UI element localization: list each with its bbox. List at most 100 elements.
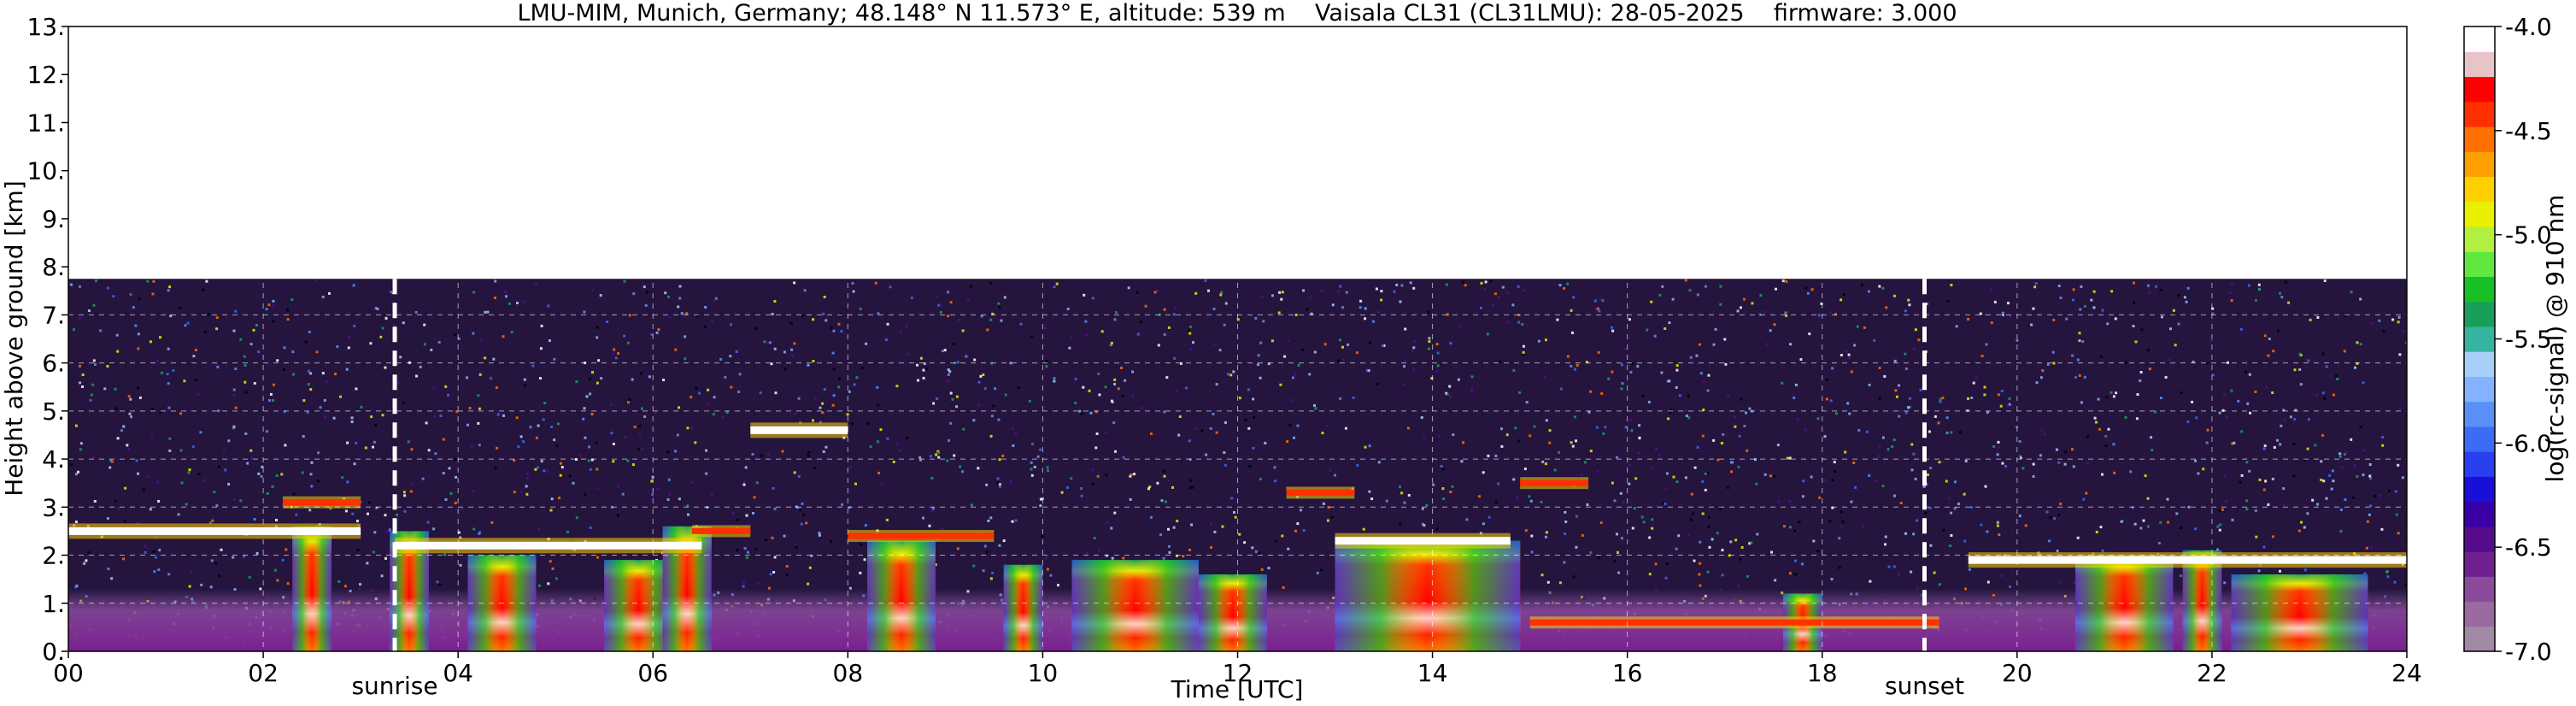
noise-pixel xyxy=(156,360,159,363)
noise-pixel xyxy=(153,570,156,574)
noise-pixel xyxy=(1720,442,1723,444)
noise-pixel xyxy=(2309,318,2312,321)
noise-pixel xyxy=(1737,465,1740,468)
noise-pixel xyxy=(477,394,480,397)
noise-pixel xyxy=(2257,283,2261,286)
noise-pixel xyxy=(2223,581,2227,585)
noise-pixel xyxy=(1594,308,1598,310)
noise-pixel xyxy=(1953,507,1957,510)
noise-pixel xyxy=(1949,544,1952,548)
noise-pixel xyxy=(243,355,246,358)
noise-pixel xyxy=(2225,415,2228,418)
noise-pixel xyxy=(2074,376,2077,379)
noise-pixel xyxy=(1564,532,1567,535)
noise-pixel xyxy=(1593,299,1597,303)
noise-pixel xyxy=(347,336,350,338)
noise-pixel xyxy=(1769,329,1772,332)
noise-pixel xyxy=(668,492,672,496)
noise-pixel xyxy=(2325,497,2328,500)
noise-pixel xyxy=(502,414,505,417)
noise-pixel xyxy=(215,316,219,320)
noise-pixel xyxy=(1955,325,1958,328)
noise-pixel xyxy=(1929,467,1933,470)
colorbar-swatch xyxy=(2464,351,2495,377)
noise-pixel xyxy=(1484,280,1488,284)
colorbar-swatch xyxy=(2464,551,2495,577)
noise-pixel xyxy=(1243,541,1247,544)
noise-pixel xyxy=(248,575,251,579)
colorbar-swatch xyxy=(2464,226,2495,252)
noise-pixel xyxy=(344,509,348,513)
noise-pixel xyxy=(631,378,634,381)
noise-pixel xyxy=(640,407,643,410)
noise-pixel xyxy=(1651,518,1654,521)
noise-pixel xyxy=(585,395,589,398)
colorbar-swatch xyxy=(2464,276,2495,303)
noise-pixel xyxy=(1868,474,1871,477)
noise-pixel xyxy=(551,567,555,570)
colorbar-swatch xyxy=(2464,401,2495,427)
noise-pixel xyxy=(1983,393,1986,397)
noise-pixel xyxy=(1041,534,1044,538)
noise-pixel xyxy=(459,563,462,567)
noise-pixel xyxy=(707,388,710,391)
noise-pixel xyxy=(2362,449,2365,452)
noise-pixel xyxy=(217,409,220,413)
noise-pixel xyxy=(1113,383,1117,385)
noise-pixel xyxy=(1916,587,1919,591)
noise-pixel xyxy=(997,302,1000,305)
noise-pixel xyxy=(81,374,85,376)
noise-pixel xyxy=(821,402,824,405)
noise-pixel xyxy=(1192,341,1194,344)
noise-pixel xyxy=(1521,323,1524,326)
noise-pixel xyxy=(138,297,141,301)
noise-pixel xyxy=(1162,556,1165,560)
noise-pixel xyxy=(735,350,738,353)
noise-pixel xyxy=(1529,499,1533,503)
noise-pixel xyxy=(233,498,236,502)
noise-pixel xyxy=(1339,397,1342,400)
colorbar-swatch xyxy=(2464,601,2495,627)
noise-pixel xyxy=(159,411,162,414)
noise-pixel xyxy=(584,492,587,496)
noise-pixel xyxy=(1664,486,1668,490)
noise-pixel xyxy=(1556,318,1559,321)
noise-pixel xyxy=(932,402,936,405)
noise-pixel xyxy=(1529,434,1532,438)
noise-pixel xyxy=(2151,449,2154,452)
noise-pixel xyxy=(1904,532,1907,535)
noise-pixel xyxy=(919,458,922,462)
noise-pixel xyxy=(2231,442,2234,445)
noise-pixel xyxy=(2086,462,2090,465)
noise-pixel xyxy=(2394,490,2397,493)
noise-pixel xyxy=(819,406,822,409)
noise-pixel xyxy=(2148,368,2151,371)
noise-pixel xyxy=(1281,291,1284,294)
noise-pixel xyxy=(2180,391,2183,394)
noise-pixel xyxy=(1095,432,1099,435)
noise-pixel xyxy=(1980,523,1983,527)
noise-pixel xyxy=(494,297,496,299)
noise-pixel xyxy=(188,468,191,472)
noise-pixel xyxy=(590,458,594,462)
noise-pixel xyxy=(949,421,953,425)
noise-pixel xyxy=(2263,444,2267,448)
noise-pixel xyxy=(1834,313,1837,316)
noise-pixel xyxy=(998,483,1001,486)
noise-pixel xyxy=(1979,312,1982,315)
noise-pixel xyxy=(472,291,476,294)
noise-pixel xyxy=(724,375,727,379)
noise-pixel xyxy=(1375,287,1378,291)
noise-pixel xyxy=(2307,359,2310,362)
noise-pixel xyxy=(590,413,594,415)
noise-pixel xyxy=(860,543,863,546)
noise-pixel xyxy=(1867,290,1870,293)
noise-pixel xyxy=(529,426,532,429)
noise-pixel xyxy=(610,432,613,435)
noise-pixel xyxy=(650,479,654,483)
noise-pixel xyxy=(2378,319,2381,322)
noise-pixel xyxy=(146,279,150,283)
noise-pixel xyxy=(1167,326,1171,329)
noise-pixel xyxy=(2080,285,2083,288)
noise-pixel xyxy=(1088,389,1091,392)
